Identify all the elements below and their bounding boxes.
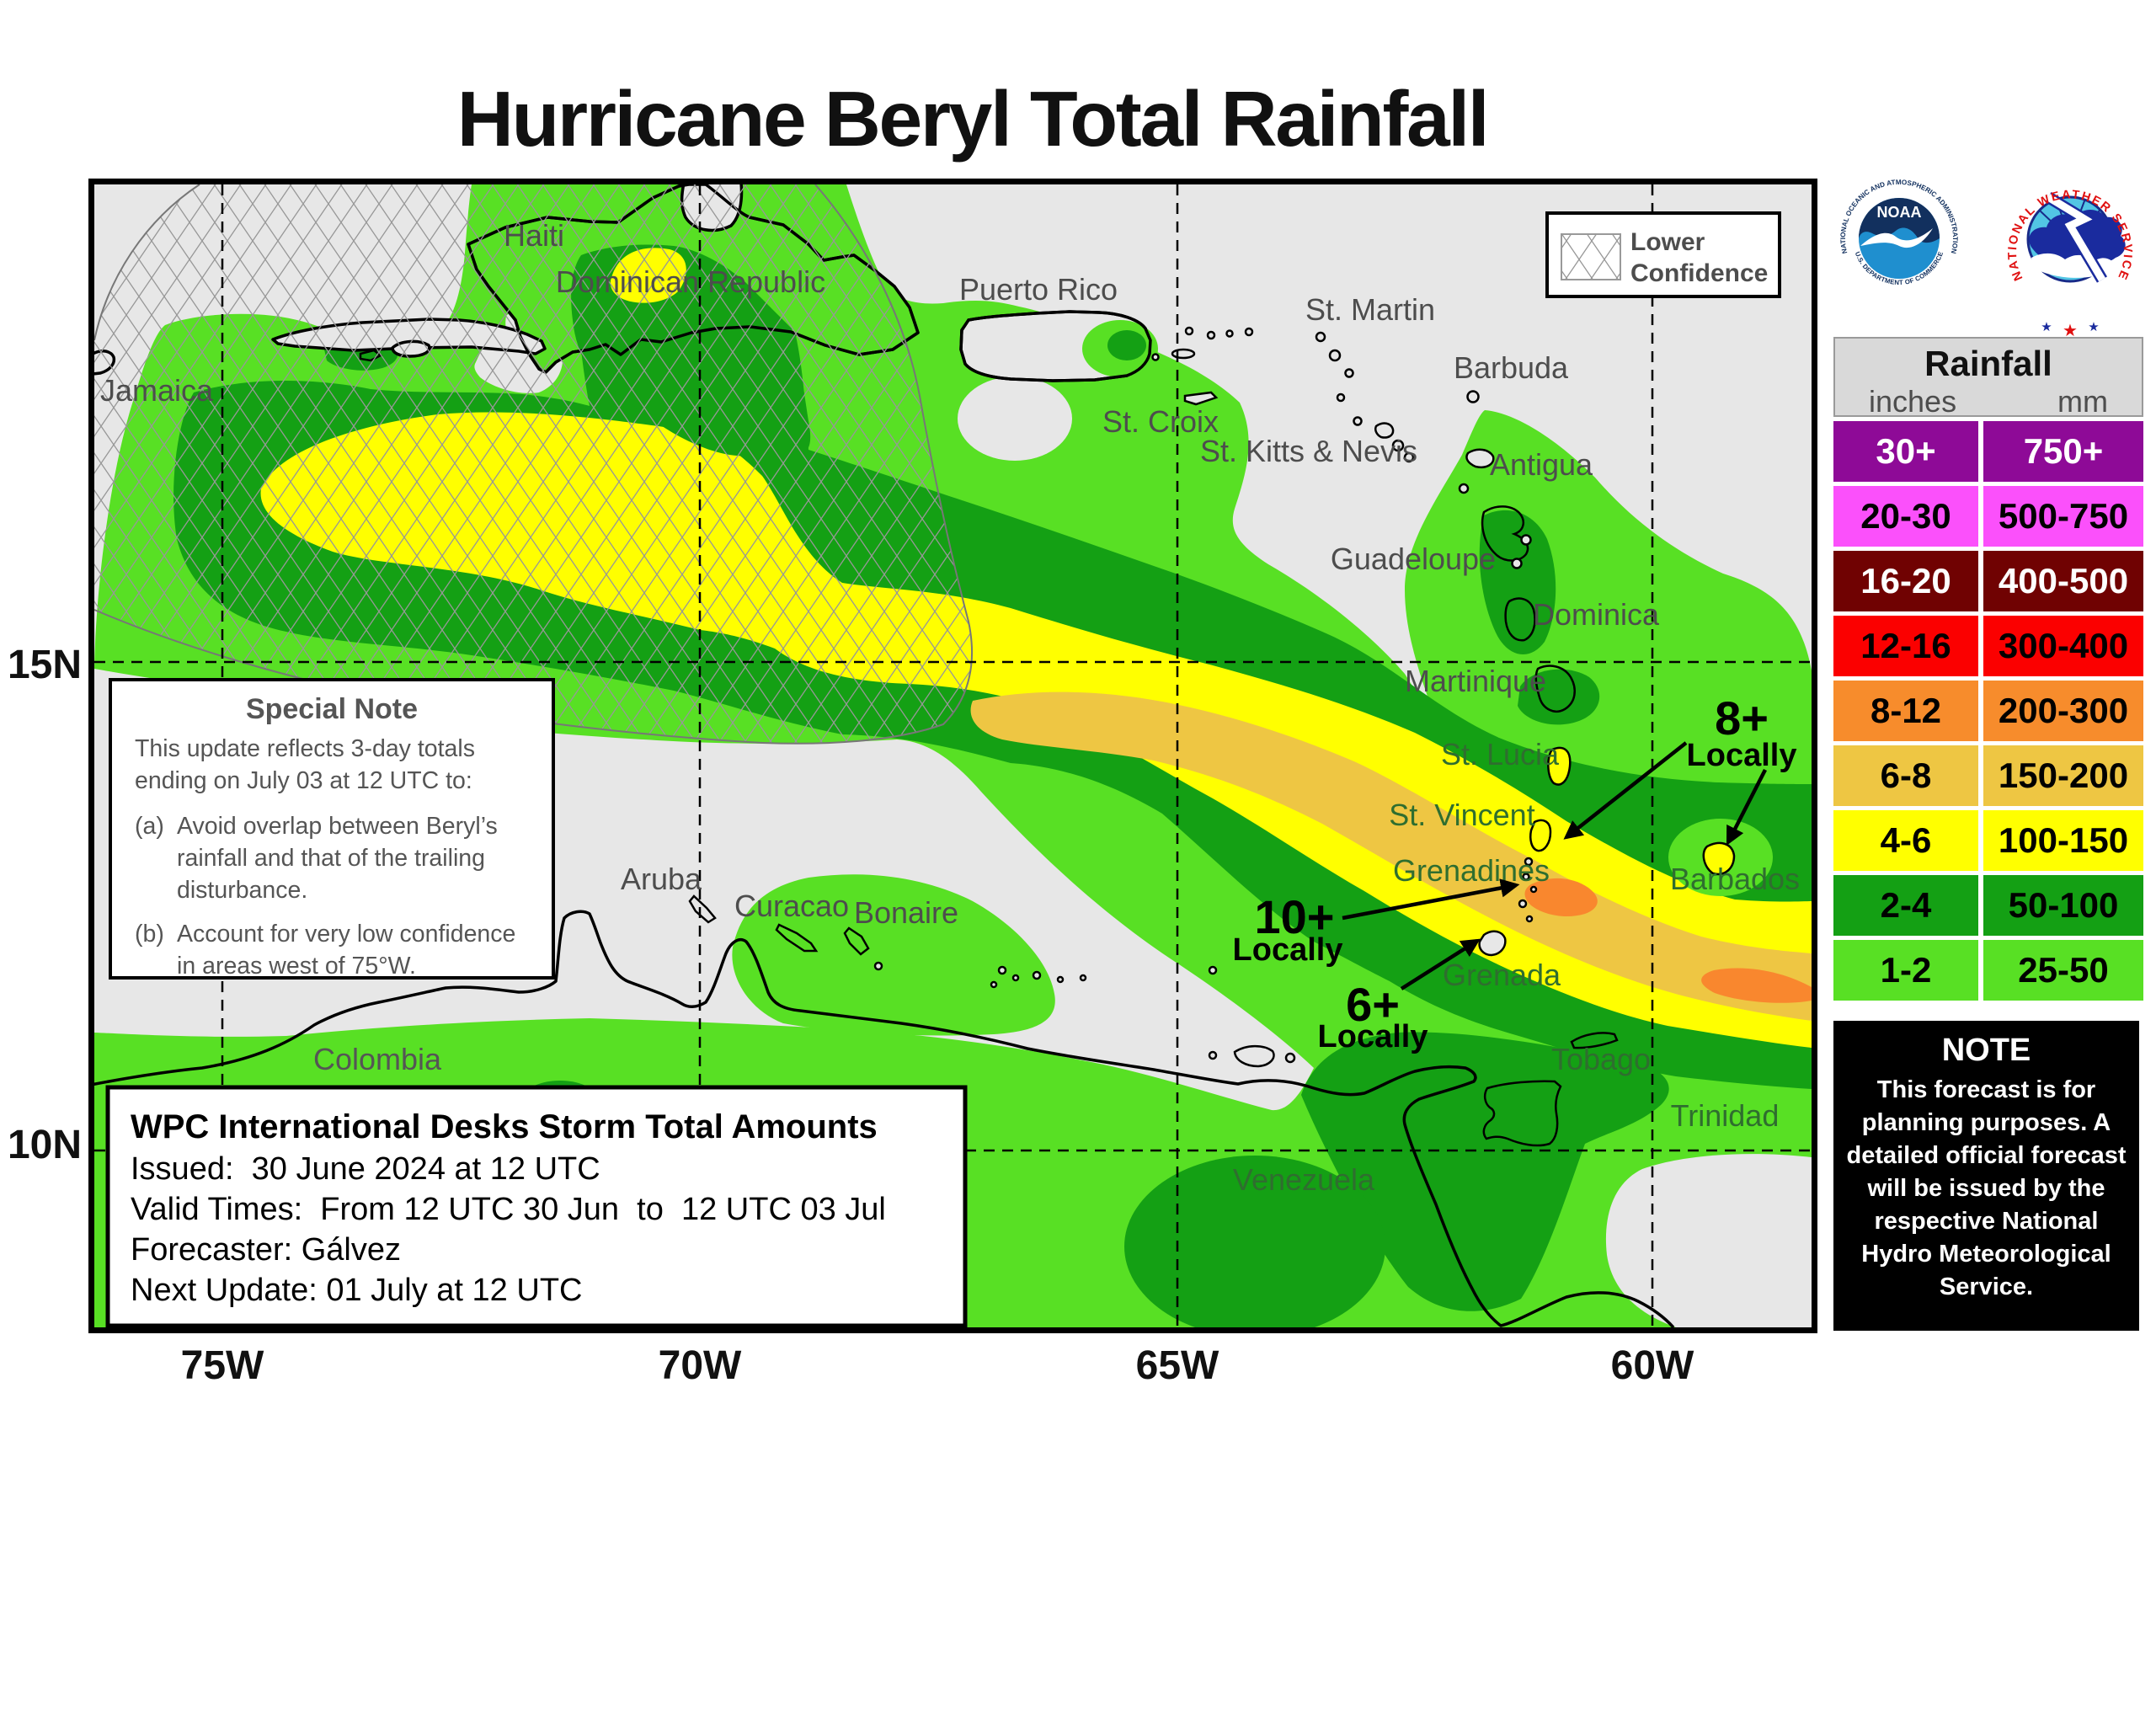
- svg-text:WPC International Desks Storm: WPC International Desks Storm Total Amou…: [131, 1108, 878, 1145]
- svg-text:★: ★: [2063, 322, 2078, 340]
- svg-text:Curacao: Curacao: [734, 889, 849, 923]
- svg-text:Colombia: Colombia: [313, 1042, 442, 1076]
- svg-text:Locally: Locally: [1687, 738, 1797, 773]
- svg-text:Locally: Locally: [1318, 1019, 1428, 1054]
- svg-text:Account for very low confidenc: Account for very low confidence: [177, 921, 515, 948]
- svg-text:Avoid overlap between Beryl’s: Avoid overlap between Beryl’s: [177, 813, 498, 840]
- svg-text:10+: 10+: [1255, 890, 1335, 943]
- svg-text:Lower: Lower: [1630, 228, 1705, 256]
- svg-text:Haiti: Haiti: [504, 218, 564, 253]
- svg-text:Forecaster: Gálvez: Forecaster: Gálvez: [131, 1232, 401, 1268]
- svg-text:Dominican Republic: Dominican Republic: [556, 264, 825, 299]
- svg-text:Valid Times: From 12 UTC 30 J: Valid Times: From 12 UTC 30 Jun to 12 UT…: [131, 1192, 886, 1227]
- svg-text:Venezuela: Venezuela: [1233, 1162, 1375, 1197]
- svg-text:Locally: Locally: [1233, 932, 1343, 968]
- svg-text:St. Vincent: St. Vincent: [1389, 798, 1534, 832]
- svg-text:St. Kitts & Nevis: St. Kitts & Nevis: [1200, 434, 1417, 468]
- svg-text:Bonaire: Bonaire: [854, 895, 958, 930]
- svg-text:Barbuda: Barbuda: [1454, 350, 1569, 385]
- svg-text:Tobago: Tobago: [1551, 1042, 1651, 1076]
- svg-text:St. Croix: St. Croix: [1102, 404, 1219, 439]
- svg-text:Aruba: Aruba: [621, 862, 702, 896]
- svg-text:★: ★: [2088, 320, 2099, 334]
- svg-text:(a): (a): [135, 813, 164, 840]
- svg-text:NOAA: NOAA: [1877, 204, 1922, 221]
- svg-text:Special Note: Special Note: [246, 693, 418, 725]
- svg-text:St. Martin: St. Martin: [1305, 292, 1435, 327]
- svg-text:disturbance.: disturbance.: [177, 877, 307, 904]
- svg-text:6+: 6+: [1346, 978, 1400, 1031]
- svg-text:Grenadines: Grenadines: [1393, 853, 1550, 888]
- svg-text:rainfall and that of the trail: rainfall and that of the trailing: [177, 845, 485, 872]
- svg-text:8+: 8+: [1715, 691, 1769, 745]
- svg-text:ending on July 03 at 12 UTC to: ending on July 03 at 12 UTC to:: [135, 767, 472, 794]
- svg-text:Issued: 30 June 2024 at 12 UT: Issued: 30 June 2024 at 12 UTC: [131, 1151, 600, 1187]
- svg-text:Trinidad: Trinidad: [1671, 1098, 1780, 1133]
- svg-text:Dominica: Dominica: [1533, 597, 1660, 632]
- svg-text:★: ★: [2041, 320, 2052, 334]
- svg-text:(b): (b): [135, 921, 164, 948]
- svg-text:Guadeloupe: Guadeloupe: [1331, 542, 1496, 576]
- svg-text:in areas west of 75°W.: in areas west of 75°W.: [177, 953, 416, 980]
- svg-text:Confidence: Confidence: [1630, 259, 1768, 287]
- svg-text:Barbados: Barbados: [1670, 862, 1800, 896]
- svg-text:Puerto Rico: Puerto Rico: [959, 272, 1118, 307]
- svg-text:This update reflects 3-day tot: This update reflects 3-day totals: [135, 735, 475, 762]
- svg-text:Jamaica: Jamaica: [100, 373, 214, 408]
- svg-text:Next Update: 01 July at 12 UTC: Next Update: 01 July at 12 UTC: [131, 1273, 582, 1308]
- svg-text:Antigua: Antigua: [1490, 447, 1593, 482]
- svg-text:St. Lucia: St. Lucia: [1441, 737, 1560, 771]
- svg-text:Grenada: Grenada: [1443, 958, 1561, 992]
- svg-text:Martinique: Martinique: [1405, 664, 1546, 698]
